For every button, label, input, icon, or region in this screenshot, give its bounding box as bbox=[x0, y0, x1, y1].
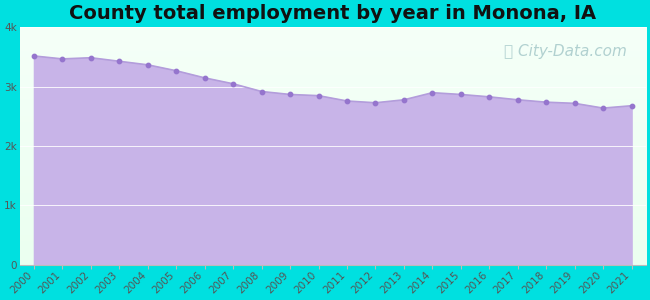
Point bbox=[342, 99, 352, 103]
Point bbox=[427, 90, 437, 95]
Point bbox=[627, 103, 637, 108]
Point bbox=[228, 81, 239, 86]
Point bbox=[57, 56, 68, 61]
Point bbox=[86, 55, 96, 60]
Point bbox=[598, 106, 608, 110]
Point bbox=[513, 98, 523, 102]
Text: ⓘ City-Data.com: ⓘ City-Data.com bbox=[504, 44, 627, 59]
Point bbox=[171, 68, 181, 73]
Point bbox=[29, 53, 39, 58]
Point bbox=[456, 92, 466, 97]
Point bbox=[200, 76, 210, 80]
Point bbox=[142, 62, 153, 67]
Title: County total employment by year in Monona, IA: County total employment by year in Monon… bbox=[69, 4, 596, 23]
Point bbox=[313, 93, 324, 98]
Point bbox=[484, 94, 495, 99]
Point bbox=[256, 89, 266, 94]
Point bbox=[114, 59, 125, 64]
Point bbox=[541, 100, 551, 105]
Point bbox=[285, 92, 295, 97]
Point bbox=[569, 101, 580, 106]
Point bbox=[370, 100, 381, 105]
Point bbox=[398, 98, 409, 102]
